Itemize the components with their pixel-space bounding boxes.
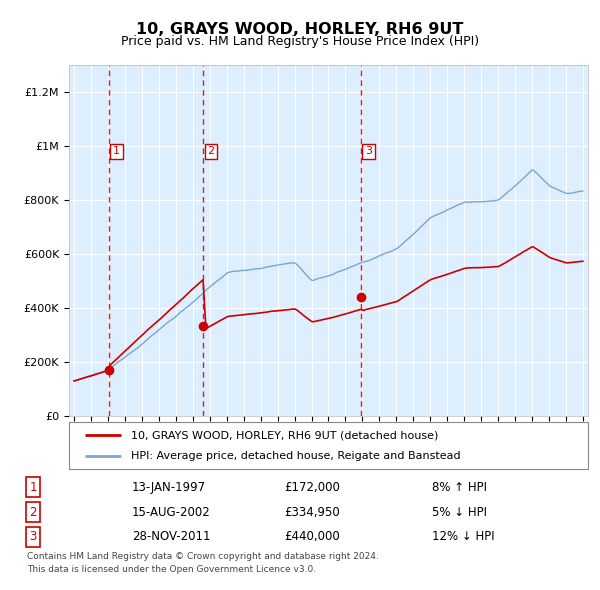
Text: Price paid vs. HM Land Registry's House Price Index (HPI): Price paid vs. HM Land Registry's House … xyxy=(121,35,479,48)
Text: Contains HM Land Registry data © Crown copyright and database right 2024.: Contains HM Land Registry data © Crown c… xyxy=(27,552,379,561)
Text: HPI: Average price, detached house, Reigate and Banstead: HPI: Average price, detached house, Reig… xyxy=(131,451,461,461)
Text: 2: 2 xyxy=(208,146,215,156)
Text: 28-NOV-2011: 28-NOV-2011 xyxy=(132,530,211,543)
Text: 15-AUG-2002: 15-AUG-2002 xyxy=(132,506,211,519)
Text: £334,950: £334,950 xyxy=(284,506,340,519)
Text: £172,000: £172,000 xyxy=(284,481,340,494)
Text: 10, GRAYS WOOD, HORLEY, RH6 9UT: 10, GRAYS WOOD, HORLEY, RH6 9UT xyxy=(136,22,464,37)
FancyBboxPatch shape xyxy=(69,422,588,469)
Text: This data is licensed under the Open Government Licence v3.0.: This data is licensed under the Open Gov… xyxy=(27,565,316,574)
Text: 3: 3 xyxy=(365,146,372,156)
Text: 3: 3 xyxy=(29,530,37,543)
Text: 8% ↑ HPI: 8% ↑ HPI xyxy=(432,481,487,494)
Text: 10, GRAYS WOOD, HORLEY, RH6 9UT (detached house): 10, GRAYS WOOD, HORLEY, RH6 9UT (detache… xyxy=(131,430,439,440)
Text: 2: 2 xyxy=(29,506,37,519)
Text: 1: 1 xyxy=(113,146,120,156)
Text: 12% ↓ HPI: 12% ↓ HPI xyxy=(432,530,494,543)
Text: 13-JAN-1997: 13-JAN-1997 xyxy=(132,481,206,494)
Text: 1: 1 xyxy=(29,481,37,494)
Text: £440,000: £440,000 xyxy=(284,530,340,543)
Text: 5% ↓ HPI: 5% ↓ HPI xyxy=(432,506,487,519)
